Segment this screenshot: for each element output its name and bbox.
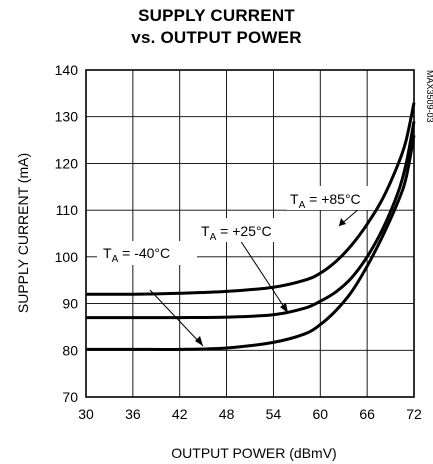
- y-tick-label: 100: [55, 249, 79, 265]
- series-line-1: [86, 121, 416, 320]
- y-tick-label: 90: [62, 296, 78, 312]
- arrow-head-25: [280, 303, 288, 313]
- y-axis-label: SUPPLY CURRENT (mA): [15, 153, 31, 313]
- x-tick-label: 72: [406, 406, 422, 422]
- chart-title-line-2: vs. OUTPUT POWER: [131, 28, 302, 47]
- y-tick-label: 70: [62, 389, 78, 405]
- x-tick-label: 66: [359, 406, 375, 422]
- y-tick-label: 140: [55, 62, 79, 78]
- x-tick-label: 42: [172, 406, 188, 422]
- y-tick-label: 80: [62, 342, 78, 358]
- arrow-line-m40: [149, 289, 204, 347]
- x-tick-label: 60: [312, 406, 328, 422]
- y-tick-labels: 70 80 90 100 110 120 130 140: [55, 62, 79, 405]
- chart-title-line-1: SUPPLY CURRENT: [138, 6, 295, 25]
- series-line-0: [85, 102, 416, 296]
- grid: [86, 70, 414, 397]
- series-line-2: [86, 135, 416, 351]
- annotation-arrows: [149, 207, 361, 347]
- y-tick-label: 120: [55, 155, 79, 171]
- label-25: TA = +25°C: [198, 218, 286, 243]
- label-25-text: TA = +25°C: [201, 223, 272, 243]
- arrow-head-m40: [195, 336, 203, 346]
- series-lines: [85, 102, 416, 351]
- label-m40-text: TA = -40°C: [103, 245, 170, 265]
- arrow-line-25: [239, 239, 289, 314]
- y-tick-label: 110: [56, 202, 79, 218]
- plot-frame: [85, 69, 415, 398]
- x-tick-label: 54: [266, 406, 282, 422]
- x-tick-labels: 30 36 42 48 54 60 66 72: [78, 406, 422, 422]
- label-85: TA = +85°C: [287, 186, 375, 211]
- x-tick-label: 36: [125, 406, 141, 422]
- label-m40: TA = -40°C: [97, 241, 197, 265]
- x-tick-label: 48: [219, 406, 235, 422]
- y-tick-label: 130: [55, 109, 79, 125]
- arrow-head-85: [339, 218, 346, 226]
- label-85-text: TA = +85°C: [290, 191, 361, 211]
- x-axis-label: OUTPUT POWER (dBmV): [171, 445, 336, 461]
- figure-code: MAX3509-03: [425, 70, 433, 123]
- x-tick-label: 30: [78, 406, 94, 422]
